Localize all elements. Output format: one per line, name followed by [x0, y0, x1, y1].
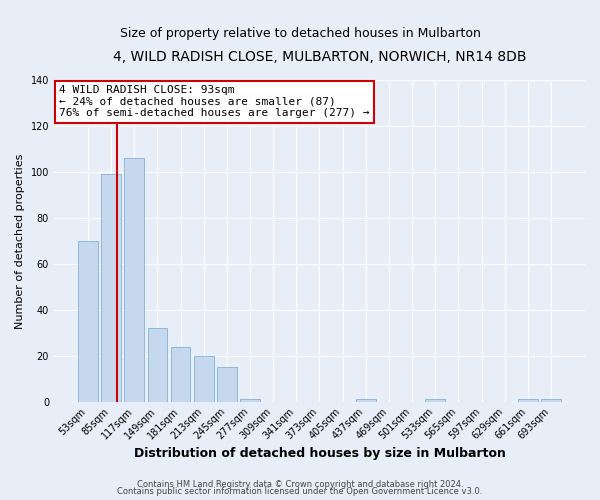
Text: Contains HM Land Registry data © Crown copyright and database right 2024.: Contains HM Land Registry data © Crown c… [137, 480, 463, 489]
Bar [541, 400, 561, 402]
Text: Size of property relative to detached houses in Mulbarton: Size of property relative to detached ho… [119, 28, 481, 40]
Bar [78, 241, 98, 402]
Y-axis label: Number of detached properties: Number of detached properties [15, 154, 25, 328]
Title: 4, WILD RADISH CLOSE, MULBARTON, NORWICH, NR14 8DB: 4, WILD RADISH CLOSE, MULBARTON, NORWICH… [113, 50, 526, 64]
Bar [518, 400, 538, 402]
Bar [425, 400, 445, 402]
Bar [240, 400, 260, 402]
Text: Contains public sector information licensed under the Open Government Licence v3: Contains public sector information licen… [118, 487, 482, 496]
X-axis label: Distribution of detached houses by size in Mulbarton: Distribution of detached houses by size … [134, 447, 505, 460]
Bar [356, 400, 376, 402]
Bar [124, 158, 144, 402]
Bar [170, 346, 190, 402]
Bar [148, 328, 167, 402]
Text: 4 WILD RADISH CLOSE: 93sqm
← 24% of detached houses are smaller (87)
76% of semi: 4 WILD RADISH CLOSE: 93sqm ← 24% of deta… [59, 86, 370, 118]
Bar [101, 174, 121, 402]
Bar [217, 367, 236, 402]
Bar [194, 356, 214, 402]
